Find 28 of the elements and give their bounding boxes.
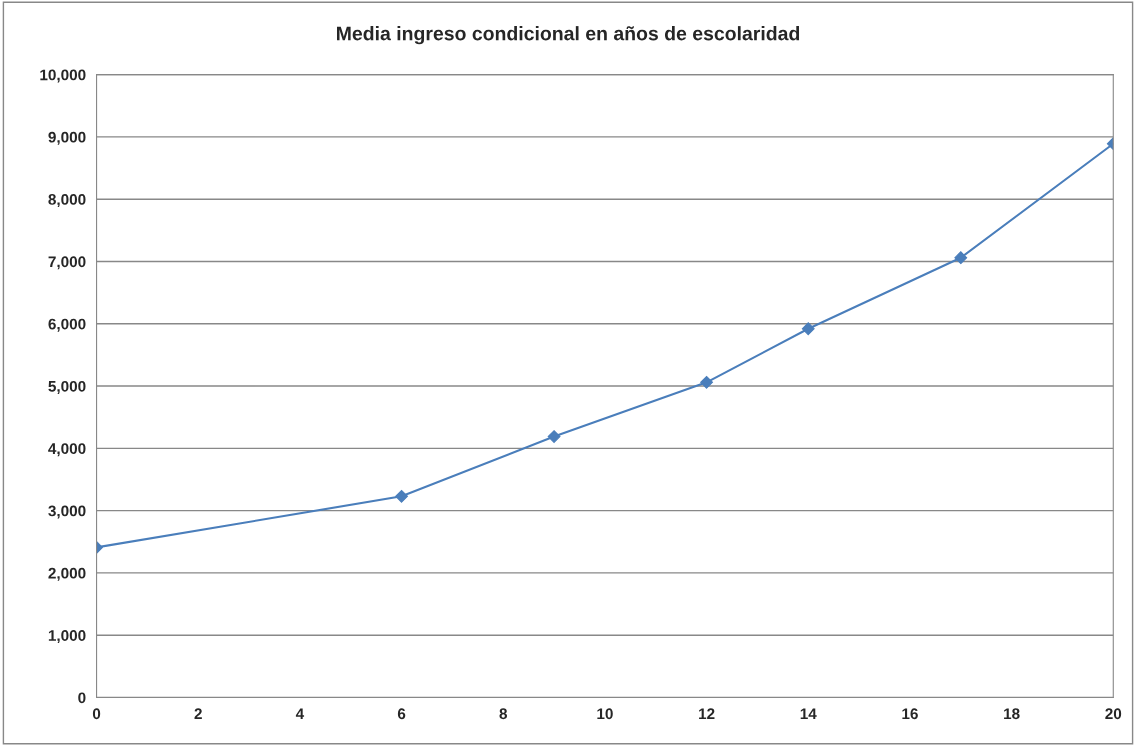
y-tick-label: 5,000 bbox=[48, 380, 86, 394]
x-tick-label: 2 bbox=[194, 708, 202, 719]
y-tick-label: 3,000 bbox=[48, 505, 86, 519]
point bbox=[801, 322, 815, 336]
y-tick-label: 4,000 bbox=[48, 443, 86, 457]
y-tick-label: 1,000 bbox=[48, 630, 86, 644]
x-tick-label: 20 bbox=[1105, 708, 1122, 720]
x-tick-label: 8 bbox=[499, 708, 508, 720]
y-tick-label: 10,000 bbox=[40, 69, 86, 83]
y-tick-label: 6,000 bbox=[48, 318, 86, 332]
x-tick-label: 6 bbox=[397, 708, 406, 720]
y-tick-label: 7,000 bbox=[48, 256, 86, 270]
x-tick-label: 4 bbox=[295, 708, 305, 719]
y-tick-label: 0 bbox=[78, 692, 86, 704]
x-tick-label: 10 bbox=[597, 708, 613, 720]
x-tick-label: 0 bbox=[92, 708, 101, 720]
y-tick-label: 9,000 bbox=[48, 131, 86, 145]
chart-title: Media ingreso condicional en años de escolaridad bbox=[337, 26, 800, 45]
point bbox=[395, 489, 408, 503]
x-tick-label: 18 bbox=[1004, 708, 1020, 720]
y-tick-label: 2,000 bbox=[48, 567, 86, 581]
point bbox=[700, 375, 713, 389]
point bbox=[547, 430, 561, 443]
y-tick-label: 8,000 bbox=[48, 194, 86, 208]
point bbox=[954, 251, 968, 265]
x-tick-label: 16 bbox=[902, 708, 918, 720]
x-tick-label: 12 bbox=[699, 708, 715, 719]
x-tick-label: 14 bbox=[800, 708, 817, 719]
